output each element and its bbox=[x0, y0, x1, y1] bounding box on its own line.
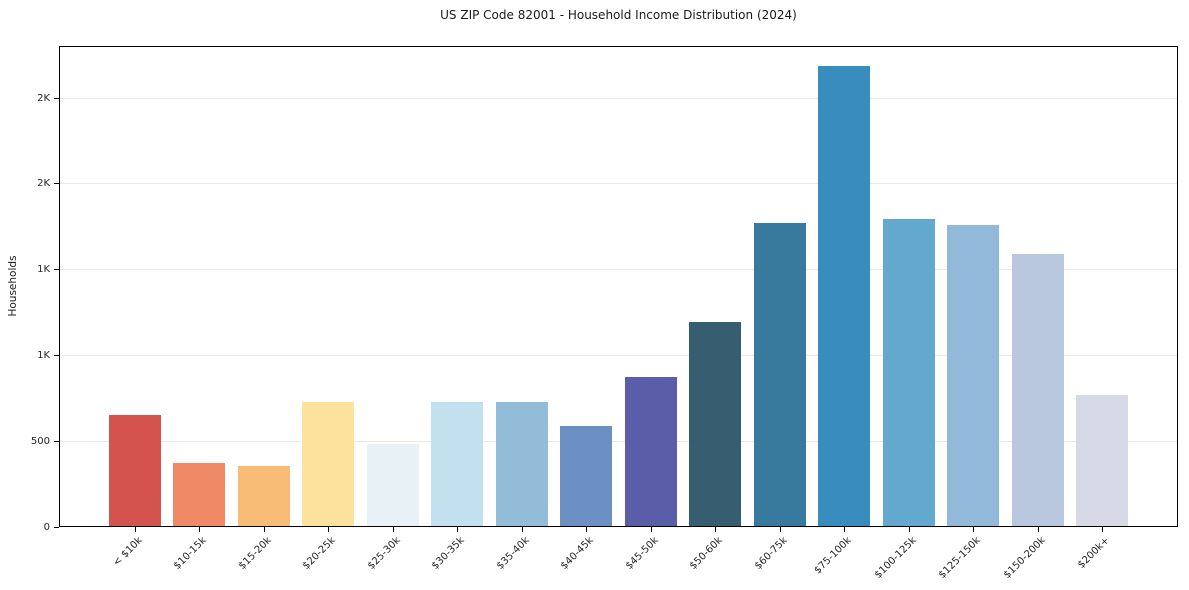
x-axis-tick bbox=[586, 527, 588, 532]
x-axis-tick bbox=[199, 527, 201, 532]
x-axis-tick bbox=[908, 527, 910, 532]
x-axis-tick bbox=[973, 527, 975, 532]
x-axis-tick bbox=[328, 527, 330, 532]
y-axis-tick bbox=[54, 183, 59, 185]
bar-10k bbox=[109, 415, 161, 526]
gridline bbox=[60, 441, 1177, 443]
bar-150-200k bbox=[1011, 253, 1064, 526]
y-tick-label: 2K bbox=[37, 92, 50, 104]
gridline bbox=[60, 97, 1177, 99]
gridline bbox=[60, 269, 1177, 271]
y-axis-label: Households bbox=[7, 255, 19, 317]
bar-60-75k bbox=[753, 222, 806, 526]
gridline bbox=[60, 355, 1177, 357]
y-axis-tick bbox=[54, 97, 59, 99]
y-axis-tick bbox=[54, 527, 59, 528]
y-tick-label: 1K bbox=[37, 350, 50, 362]
bar-25-30k bbox=[366, 444, 419, 526]
y-tick-label: 0 bbox=[43, 522, 50, 533]
x-axis-tick bbox=[457, 527, 459, 532]
x-axis-tick bbox=[1102, 527, 1103, 532]
chart-title: US ZIP Code 82001 - Household Income Dis… bbox=[440, 8, 797, 22]
x-axis-tick bbox=[521, 527, 523, 532]
y-axis-tick bbox=[54, 355, 59, 357]
bar-30-35k bbox=[431, 402, 484, 526]
bar-200k bbox=[1076, 395, 1128, 526]
bar-75-100k bbox=[818, 65, 871, 526]
bar-35-40k bbox=[495, 402, 548, 526]
bar-45-50k bbox=[624, 377, 677, 526]
plot-area bbox=[59, 46, 1178, 527]
x-axis-tick bbox=[1037, 527, 1039, 532]
y-axis-tick bbox=[54, 269, 59, 271]
x-tick-label: < $10k bbox=[111, 535, 145, 569]
bar-15-20k bbox=[237, 465, 290, 526]
bar-20-25k bbox=[302, 402, 355, 526]
y-axis-tick bbox=[54, 441, 59, 443]
y-tick-label: 1K bbox=[37, 264, 50, 276]
x-axis-tick bbox=[392, 527, 394, 532]
x-axis-tick bbox=[715, 527, 717, 532]
bar-40-45k bbox=[560, 425, 613, 526]
y-tick-label: 500 bbox=[30, 436, 50, 448]
x-axis-tick bbox=[650, 527, 652, 532]
y-tick-label: 2K bbox=[37, 178, 50, 190]
bar-100-125k bbox=[882, 218, 935, 526]
bar-10-15k bbox=[173, 463, 226, 526]
gridline bbox=[60, 183, 1177, 185]
x-axis-tick bbox=[844, 527, 846, 532]
bar-50-60k bbox=[689, 321, 742, 526]
bar-125-150k bbox=[947, 225, 1000, 526]
x-axis-tick bbox=[263, 527, 265, 532]
x-axis-tick bbox=[779, 527, 781, 532]
x-axis-tick bbox=[135, 527, 136, 532]
